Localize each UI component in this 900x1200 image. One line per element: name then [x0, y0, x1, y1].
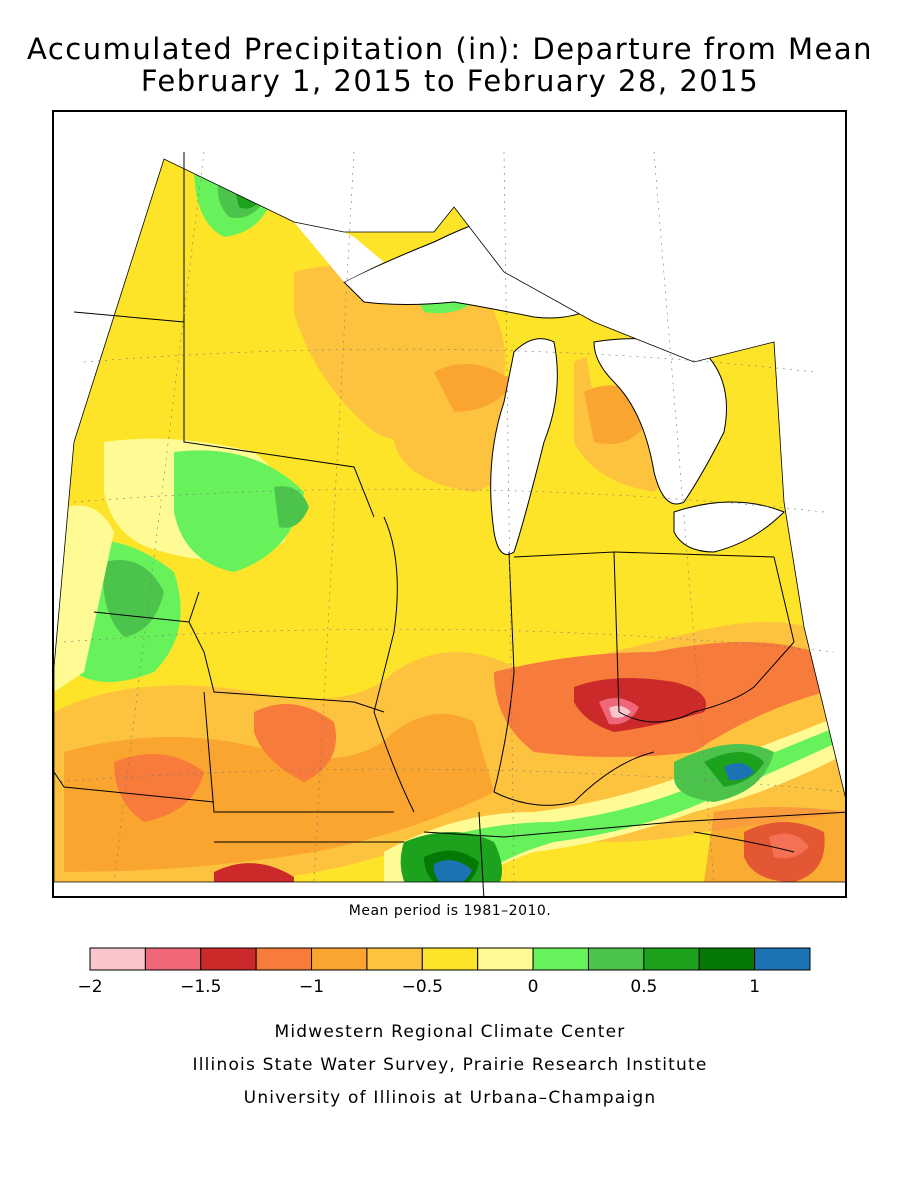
map-subtitle-date-range: February 1, 2015 to February 28, 2015: [140, 64, 760, 98]
legend-swatch: [532, 947, 589, 971]
precipitation-departure-map: [52, 110, 847, 898]
legend-tick-label: −1: [299, 977, 324, 997]
graticule: [54, 151, 845, 883]
legend-tick-label: 1: [749, 977, 760, 997]
precipitation-field: [54, 159, 845, 882]
legend-swatch: [144, 947, 202, 971]
legend-swatch: [89, 947, 146, 971]
map-title: Accumulated Precipitation (in): Departur…: [26, 32, 874, 66]
legend-tick-label: 0.5: [630, 977, 657, 997]
legend-swatch: [200, 947, 257, 971]
state-boundaries: [54, 152, 845, 896]
legend-swatch: [587, 947, 645, 971]
legend-swatch: [366, 947, 423, 971]
legend-swatch: [255, 947, 313, 971]
legend-swatch: [477, 947, 534, 971]
legend-tick-label: 0: [528, 977, 539, 997]
credit-line-3: University of Illinois at Urbana–Champai…: [243, 1088, 657, 1108]
legend-swatch: [643, 947, 700, 971]
legend-swatch: [698, 947, 756, 971]
map-domain-outline: [54, 158, 845, 883]
legend-swatch: [754, 947, 811, 971]
credit-line-1: Midwestern Regional Climate Center: [274, 1022, 626, 1042]
legend-swatch: [311, 947, 368, 971]
legend-tick-label: −1.5: [180, 977, 221, 997]
legend-swatch: [421, 947, 479, 971]
legend-tick-label: −2: [77, 977, 102, 997]
credit-line-2: Illinois State Water Survey, Prairie Res…: [192, 1055, 708, 1075]
color-legend: −2 −1.5 −1 −0.5 0 0.5 1: [0, 940, 900, 1000]
mean-period-note: Mean period is 1981–2010.: [348, 903, 552, 919]
legend-tick-label: −0.5: [402, 977, 443, 997]
